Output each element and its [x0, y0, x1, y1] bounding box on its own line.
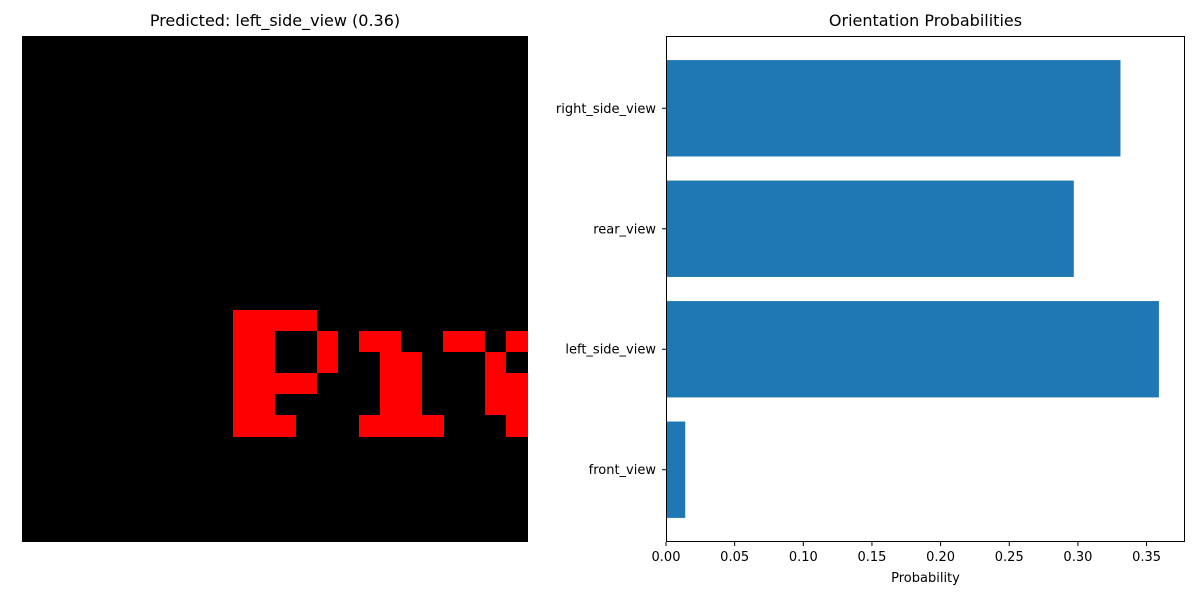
x-tick-label: 0.10	[789, 550, 818, 565]
axes-group	[666, 36, 1185, 542]
x-ticks-group: 0.00 0.05 0.10 0.15 0.20 0.25 0.30 0.35	[652, 542, 1161, 565]
x-tick-label: 0.05	[720, 550, 749, 565]
y-tick-label: left_side_view	[565, 343, 656, 358]
y-tick-label: right_side_view	[556, 102, 656, 117]
x-tick-label: 0.00	[652, 550, 681, 565]
bar-left-side-view	[666, 301, 1159, 398]
image-title: Predicted: left_side_view (0.36)	[149, 11, 401, 30]
bar-right-side-view	[666, 60, 1121, 157]
x-tick-label: 0.20	[926, 550, 955, 565]
bar-rear-view	[666, 180, 1074, 277]
y-tick-label: rear_view	[593, 222, 656, 237]
x-axis-label: Probability	[891, 571, 960, 586]
predicted-image	[22, 36, 528, 542]
bars-group	[666, 60, 1159, 518]
bar-front-view	[666, 421, 686, 518]
chart-title: Orientation Probabilities	[828, 11, 1023, 30]
plot-frame	[666, 36, 1185, 542]
x-tick-label: 0.15	[857, 550, 886, 565]
x-tick-label: 0.25	[995, 550, 1024, 565]
glyph-r	[359, 331, 528, 437]
y-tick-label: front_view	[589, 463, 657, 478]
x-tick-label: 0.35	[1132, 550, 1161, 565]
pixel-glyphs	[233, 310, 528, 437]
x-tick-label: 0.30	[1063, 550, 1092, 565]
y-ticks-group: front_view left_side_view rear_view right_s…	[556, 102, 666, 478]
glyph-p	[233, 310, 338, 437]
